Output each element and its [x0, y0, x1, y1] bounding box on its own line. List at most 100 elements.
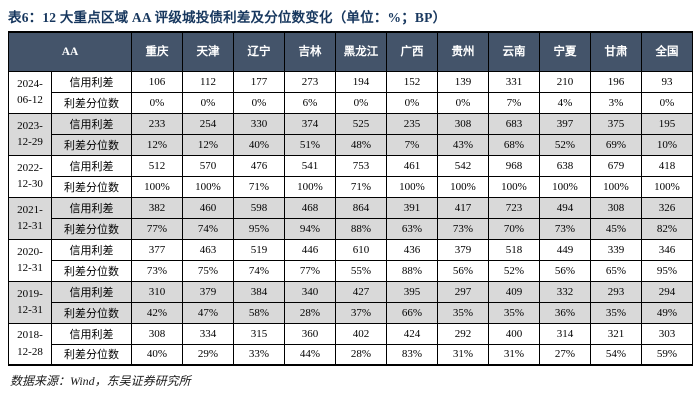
percentile-value: 59% — [641, 343, 693, 366]
percentile-value: 37% — [335, 301, 387, 324]
percentile-value: 82% — [641, 217, 693, 240]
percentile-value: 70% — [488, 217, 540, 240]
metric-label-spread: 信用利差 — [51, 154, 132, 177]
spread-value: 139 — [437, 70, 489, 93]
percentile-value: 83% — [386, 343, 438, 366]
header-row: AA 重庆 天津 辽宁 吉林 黑龙江 广西 贵州 云南 宁夏 甘肃 全国 — [8, 31, 693, 72]
metric-label-percentile: 利差分位数 — [51, 217, 132, 240]
spread-value: 308 — [590, 196, 642, 219]
table-header: AA 重庆 天津 辽宁 吉林 黑龙江 广西 贵州 云南 宁夏 甘肃 全国 — [8, 31, 693, 72]
spread-value: 384 — [233, 280, 285, 303]
percentile-value: 0% — [386, 91, 438, 114]
spread-value: 374 — [284, 112, 336, 135]
percentile-value: 73% — [437, 217, 489, 240]
spread-value: 235 — [386, 112, 438, 135]
percentile-value: 44% — [284, 343, 336, 366]
spread-value: 195 — [641, 112, 693, 135]
column-header-7: 云南 — [488, 31, 540, 72]
spread-value: 753 — [335, 154, 387, 177]
spread-value: 346 — [641, 238, 693, 261]
table-title: 表6：12 大重点区域 AA 评级城投债利差及分位数变化（单位：%；BP） — [8, 10, 447, 25]
percentile-value: 100% — [284, 175, 336, 198]
percentile-value: 28% — [335, 343, 387, 366]
percentile-value: 100% — [182, 175, 234, 198]
spread-value: 570 — [182, 154, 234, 177]
metric-label-spread: 信用利差 — [51, 322, 132, 345]
metric-label-spread: 信用利差 — [51, 196, 132, 219]
spread-row: 2020- 12-31 信用利差 377 463 519 446 610 436 379 518 44… — [8, 238, 693, 282]
spread-value: 518 — [488, 238, 540, 261]
spread-value: 424 — [386, 322, 438, 345]
spread-value: 598 — [233, 196, 285, 219]
spread-value: 519 — [233, 238, 285, 261]
percentile-value: 75% — [182, 259, 234, 282]
spread-value: 494 — [539, 196, 591, 219]
percentile-row: 利差分位数 42% 47% 58% 28% 37% 66% 35% 35% 36% 35% 49% — [9, 301, 693, 324]
spread-value: 93 — [641, 70, 693, 93]
percentile-value: 12% — [182, 133, 234, 156]
percentile-value: 71% — [233, 175, 285, 198]
metric-label-spread: 信用利差 — [51, 280, 132, 303]
percentile-value: 95% — [233, 217, 285, 240]
spread-value: 541 — [284, 154, 336, 177]
spread-value: 395 — [386, 280, 438, 303]
percentile-value: 42% — [131, 301, 183, 324]
percentile-value: 0% — [641, 91, 693, 114]
percentile-value: 35% — [437, 301, 489, 324]
percentile-value: 36% — [539, 301, 591, 324]
percentile-value: 4% — [539, 91, 591, 114]
percentile-value: 56% — [539, 259, 591, 282]
percentile-value: 73% — [131, 259, 183, 282]
spread-row: 2021- 12-31 信用利差 382 460 598 468 864 391 417 723 49… — [8, 196, 693, 240]
spread-value: 468 — [284, 196, 336, 219]
column-header-1: 天津 — [182, 31, 234, 72]
percentile-value: 52% — [488, 259, 540, 282]
column-header-4: 黑龙江 — [335, 31, 387, 72]
spread-value: 417 — [437, 196, 489, 219]
spread-row: 2022- 12-30 信用利差 512 570 476 541 753 461 542 968 63… — [8, 154, 693, 198]
column-header-3: 吉林 — [284, 31, 336, 72]
date-cell: 2020- 12-31 — [8, 238, 52, 282]
percentile-value: 94% — [284, 217, 336, 240]
spread-value: 379 — [437, 238, 489, 261]
percentile-value: 100% — [386, 175, 438, 198]
spread-value: 106 — [131, 70, 183, 93]
percentile-value: 12% — [131, 133, 183, 156]
spread-value: 273 — [284, 70, 336, 93]
data-source-note: 数据来源：Wind，东吴证券研究所 — [10, 374, 191, 388]
column-header-9: 甘肃 — [590, 31, 642, 72]
percentile-value: 40% — [233, 133, 285, 156]
percentile-value: 35% — [590, 301, 642, 324]
percentile-value: 100% — [539, 175, 591, 198]
percentile-value: 100% — [131, 175, 183, 198]
date-cell: 2022- 12-30 — [8, 154, 52, 198]
metric-label-percentile: 利差分位数 — [51, 91, 132, 114]
percentile-value: 31% — [488, 343, 540, 366]
percentile-value: 73% — [539, 217, 591, 240]
spread-value: 294 — [641, 280, 693, 303]
percentile-value: 7% — [386, 133, 438, 156]
percentile-value: 69% — [590, 133, 642, 156]
spread-row: 2024- 06-12 信用利差 106 112 177 273 194 152 139 331 21… — [8, 70, 693, 114]
percentile-value: 77% — [284, 259, 336, 282]
percentile-value: 0% — [437, 91, 489, 114]
date-cell: 2021- 12-31 — [8, 196, 52, 240]
spread-value: 360 — [284, 322, 336, 345]
date-cell: 2018- 12-28 — [8, 322, 52, 366]
spread-value: 461 — [386, 154, 438, 177]
column-header-6: 贵州 — [437, 31, 489, 72]
spread-value: 400 — [488, 322, 540, 345]
spread-value: 297 — [437, 280, 489, 303]
spread-value: 194 — [335, 70, 387, 93]
percentile-value: 45% — [590, 217, 642, 240]
percentile-row: 利差分位数 0% 0% 0% 6% 0% 0% 0% 7% 4% 3% 0% — [9, 91, 693, 114]
spread-value: 683 — [488, 112, 540, 135]
percentile-value: 49% — [641, 301, 693, 324]
spread-value: 379 — [182, 280, 234, 303]
percentile-value: 88% — [386, 259, 438, 282]
metric-label-spread: 信用利差 — [51, 238, 132, 261]
percentile-value: 51% — [284, 133, 336, 156]
spread-value: 321 — [590, 322, 642, 345]
metric-label-percentile: 利差分位数 — [51, 175, 132, 198]
spread-value: 334 — [182, 322, 234, 345]
